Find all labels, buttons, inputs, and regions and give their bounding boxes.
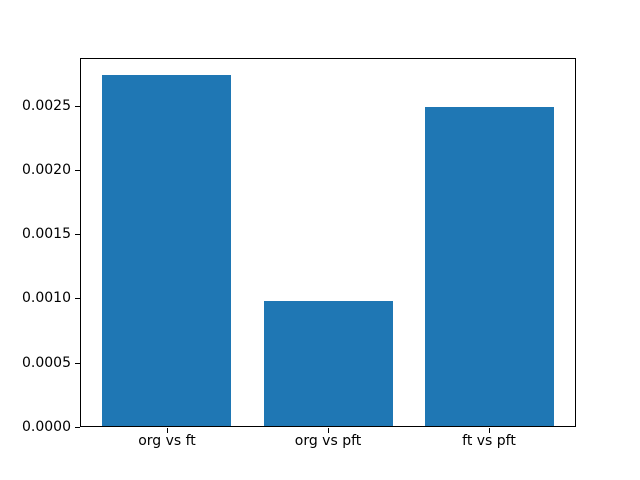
y-tick-label: 0.0020 [22,162,71,178]
bar [102,75,231,427]
y-tick-mark [75,363,80,364]
x-tick-label: org vs pft [294,433,362,449]
y-tick-mark [75,106,80,107]
x-tick-mark [489,428,490,433]
x-tick-label: ft vs pft [462,433,516,449]
y-tick-mark [75,298,80,299]
bar [264,301,393,427]
y-tick-label: 0.0025 [22,98,71,114]
y-tick-mark [75,427,80,428]
y-tick-label: 0.0010 [22,290,71,306]
bar [425,107,554,427]
x-tick-label: org vs ft [138,433,196,449]
y-tick-label: 0.0015 [22,226,71,242]
x-tick-mark [328,428,329,433]
y-tick-label: 0.0000 [22,419,71,435]
y-tick-label: 0.0005 [22,355,71,371]
y-tick-mark [75,170,80,171]
x-tick-mark [167,428,168,433]
y-tick-mark [75,234,80,235]
plot-area [80,58,576,427]
